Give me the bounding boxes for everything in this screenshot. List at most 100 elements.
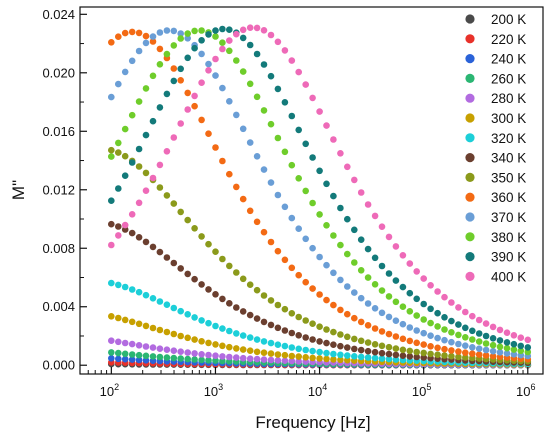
x-tick-label: 105 [412,382,431,399]
data-point [281,148,289,156]
data-point [115,349,122,357]
data-point [357,318,365,326]
data-point [441,345,448,353]
data-point [191,350,198,357]
data-point [455,353,462,361]
data-point [219,295,226,303]
data-point [330,269,337,277]
data-point [392,298,400,306]
data-point [455,321,462,328]
data-point [288,352,296,360]
data-point [198,233,205,240]
data-point [128,340,136,348]
y-tick-label: 0.024 [42,7,75,22]
data-point [274,191,282,199]
data-point [288,264,296,272]
data-point [496,337,504,344]
data-point [170,304,178,312]
data-point [323,180,330,188]
data-point [482,320,490,327]
data-point [351,176,358,184]
data-point [149,295,157,302]
data-point [364,347,372,355]
data-point [281,99,289,106]
data-point [253,153,261,160]
data-point [448,352,455,360]
data-point [205,357,212,364]
data-point [295,353,303,360]
data-point [351,289,358,296]
data-point [156,345,164,353]
data-point [239,332,247,339]
data-point [364,354,372,361]
data-point [344,250,351,258]
data-point [177,208,184,216]
data-point [274,85,282,93]
data-point [316,291,323,298]
data-point [226,343,233,351]
legend-marker [465,172,475,182]
data-point [212,352,219,360]
data-point [170,65,178,72]
data-point [267,179,275,186]
data-point [364,245,372,253]
data-point [142,352,150,360]
data-point [226,327,233,335]
data-point [260,338,268,345]
data-point [142,39,150,47]
data-point [496,343,504,351]
data-point [385,343,393,351]
data-point [191,336,198,343]
data-point [135,320,143,328]
legend-label: 390 K [491,250,526,265]
data-point [156,61,164,68]
data-point [364,339,372,346]
data-point [267,238,275,246]
data-point [246,334,254,341]
data-point [482,352,490,359]
data-point [392,333,400,340]
data-point [239,26,247,34]
data-point [205,31,212,38]
legend-marker [465,153,475,163]
data-point [309,347,316,355]
legend-marker [465,232,475,242]
data-point [351,353,358,360]
data-point [212,33,219,40]
data-point [267,356,275,364]
data-point [316,211,323,218]
data-point [344,283,351,290]
legend-item: 300 K [465,111,526,126]
data-point [184,216,191,224]
data-point [239,34,247,42]
data-point [128,286,136,293]
data-point [239,275,247,283]
data-point [121,350,129,358]
data-point [260,318,268,326]
y-tick-label: 0.012 [42,182,75,197]
data-point [135,47,143,55]
legend-label: 350 K [491,170,526,185]
data-point [503,329,511,337]
data-point [205,351,212,359]
data-point [246,355,254,363]
data-point [233,111,240,119]
data-point [399,320,407,328]
data-point [392,345,400,352]
data-point [156,298,164,305]
data-point [128,57,136,65]
data-point [351,345,358,353]
plot-frame [79,6,544,375]
data-point [469,327,476,335]
data-point [170,77,178,85]
x-axis-title: Frequency [Hz] [255,413,370,432]
data-point [441,293,448,301]
data-point [246,281,254,289]
data-point [337,356,344,364]
data-point [142,169,150,177]
data-point [233,30,240,38]
data-point [253,286,261,294]
data-point [378,355,386,362]
data-point [392,277,400,284]
data-point [121,29,129,37]
